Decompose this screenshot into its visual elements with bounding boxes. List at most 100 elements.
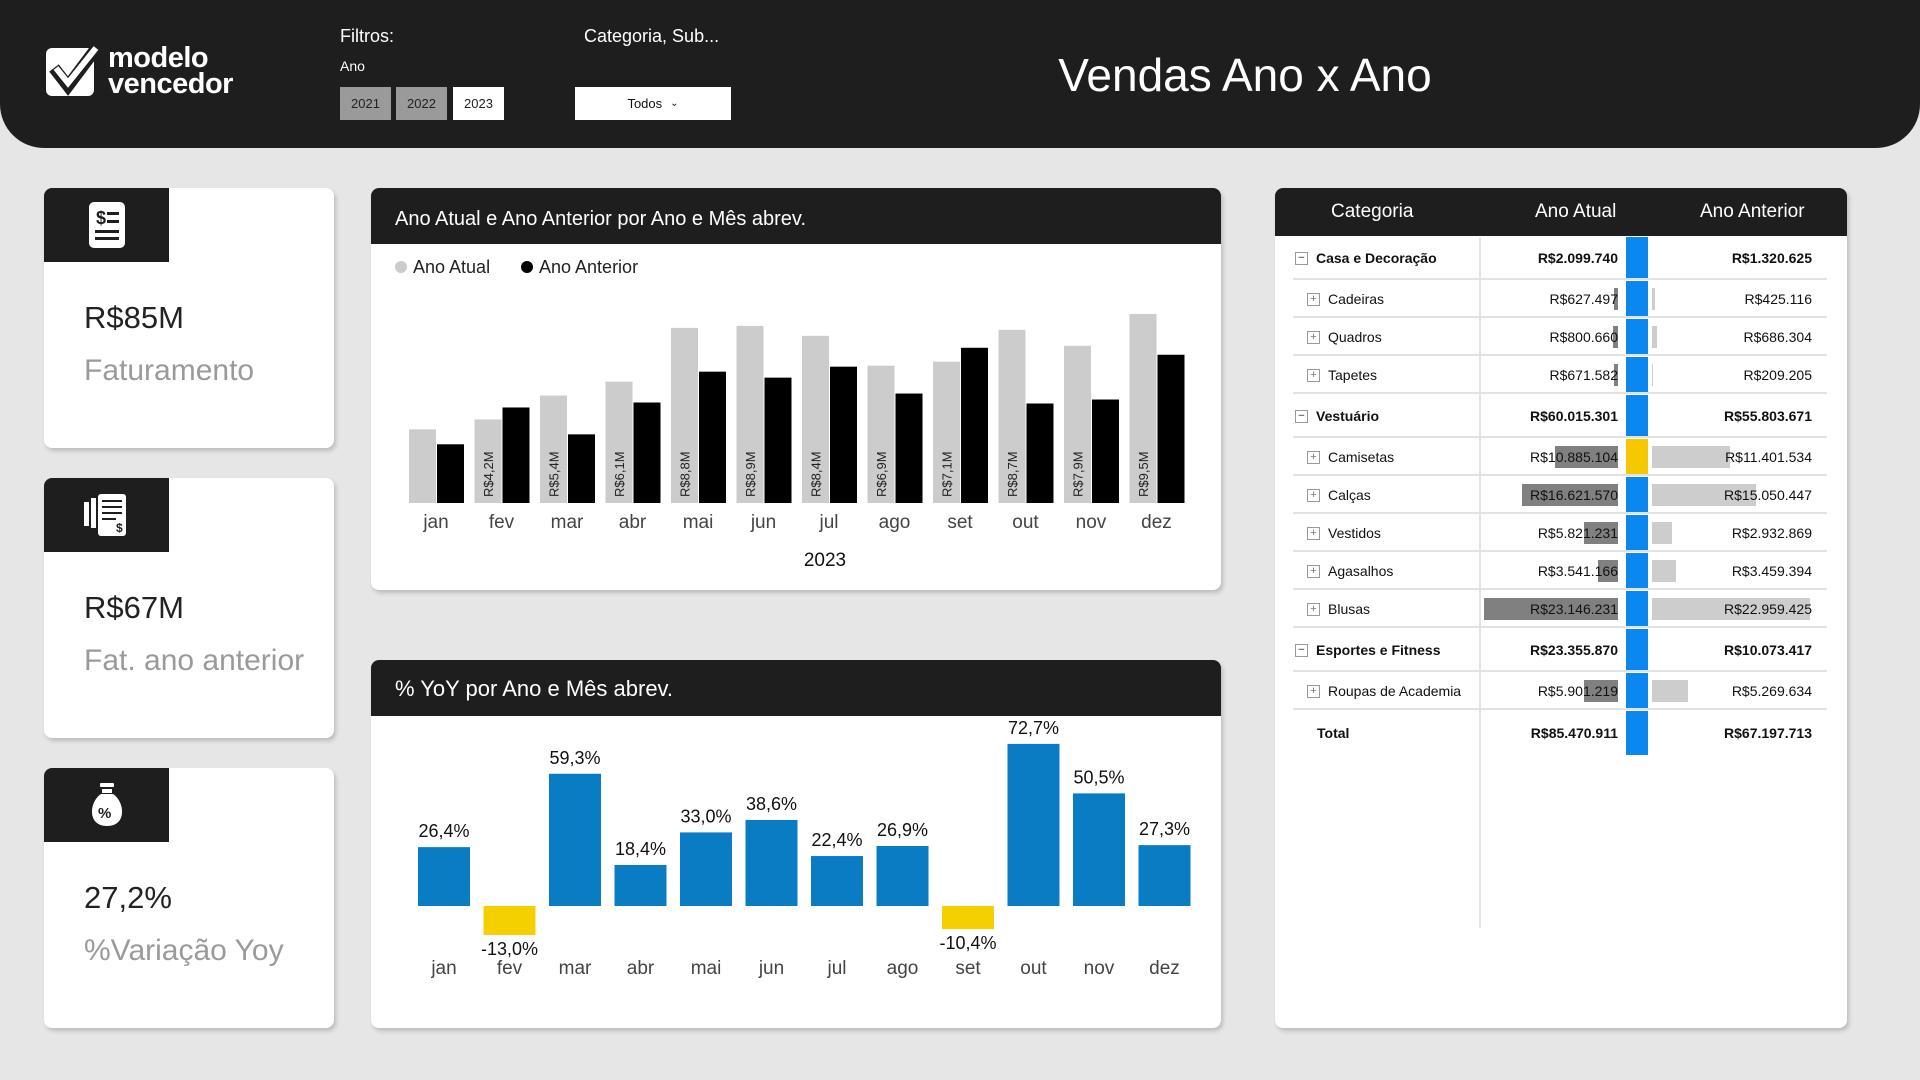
filters-label: Filtros:: [340, 26, 394, 46]
collapse-icon[interactable]: −: [1295, 643, 1308, 657]
row-divider: [1293, 588, 1827, 590]
cell-ano-anterior: R$11.401.534: [1652, 438, 1812, 476]
cell-ano-anterior: R$10.073.417: [1652, 628, 1812, 672]
row-divider: [1293, 474, 1827, 476]
row-label: + Blusas: [1307, 590, 1370, 628]
yoy-bar: [549, 773, 601, 906]
expand-icon[interactable]: +: [1307, 450, 1320, 464]
cell-ano-anterior: R$1.320.625: [1652, 236, 1812, 280]
data-bar-ano-atual: [1521, 484, 1618, 506]
yoy-bar: [418, 847, 470, 906]
yoy-data-label: -13,0%: [481, 939, 538, 959]
bar-ano-atual: [671, 327, 698, 503]
value-ano-atual: R$800.660: [1549, 329, 1618, 345]
x-tick-label: abr: [627, 958, 655, 979]
yoy-indicator: [1626, 711, 1648, 755]
column-header-ano-atual[interactable]: Ano Atual: [1535, 201, 1617, 222]
data-bar-ano-atual: [1614, 364, 1618, 386]
bar-ano-anterior: [699, 371, 726, 503]
yoy-indicator: [1626, 553, 1648, 589]
x-tick-label: abr: [619, 512, 647, 533]
expand-icon[interactable]: +: [1307, 684, 1320, 698]
collapse-icon[interactable]: −: [1295, 409, 1308, 423]
cell-ano-atual: R$5.821.231: [1475, 514, 1618, 552]
yoy-indicator: [1626, 319, 1648, 355]
category-dropdown-value: Todos: [627, 96, 663, 111]
value-ano-atual: R$60.015.301: [1530, 408, 1618, 424]
row-divider: [1293, 436, 1827, 438]
legend-marker-ano-anterior: [521, 261, 533, 273]
x-tick-label: jun: [758, 958, 784, 979]
x-axis-label: 2023: [804, 550, 846, 571]
yoy-bar: [614, 864, 667, 906]
x-tick-label: ago: [879, 512, 911, 533]
collapse-icon[interactable]: −: [1295, 251, 1308, 265]
yoy-indicator: [1626, 515, 1648, 551]
bar-ano-anterior: [502, 407, 530, 503]
expand-icon[interactable]: +: [1307, 564, 1320, 578]
value-ano-anterior: R$67.197.713: [1724, 725, 1812, 741]
yoy-data-label: 33,0%: [680, 806, 731, 826]
cell-ano-anterior: R$5.269.634: [1652, 672, 1812, 710]
x-tick-label: mar: [559, 958, 592, 979]
cell-ano-anterior: R$3.459.394: [1652, 552, 1812, 590]
value-ano-atual: R$671.582: [1549, 367, 1618, 383]
column-header-ano-anterior[interactable]: Ano Anterior: [1700, 201, 1805, 222]
value-ano-anterior: R$686.304: [1743, 329, 1812, 345]
year-button-2021[interactable]: 2021: [340, 87, 391, 120]
expand-icon[interactable]: +: [1307, 602, 1320, 616]
data-bar-ano-atual: [1484, 598, 1618, 620]
bar-ano-anterior: [830, 366, 857, 503]
yoy-indicator: [1626, 357, 1648, 393]
kpi-value: R$85M: [84, 300, 184, 335]
yoy-indicator: [1626, 591, 1648, 627]
value-ano-anterior: R$209.205: [1743, 367, 1812, 383]
bar-ano-anterior: [1157, 354, 1185, 503]
bar-ano-anterior: [961, 347, 988, 503]
year-button-2023[interactable]: 2023: [453, 87, 504, 120]
yoy-data-label: 72,7%: [1008, 718, 1059, 738]
bar-ano-anterior: [437, 444, 464, 503]
x-tick-label: set: [947, 512, 973, 533]
expand-icon[interactable]: +: [1307, 488, 1320, 502]
expand-icon[interactable]: +: [1307, 526, 1320, 540]
category-dropdown[interactable]: Todos ⌄: [575, 87, 731, 120]
bar-ano-atual: [540, 395, 567, 503]
table-total-row: Total R$85.470.911 R$67.197.713: [1275, 710, 1847, 756]
row-divider: [1293, 316, 1827, 318]
kpi-label: Faturamento: [84, 354, 255, 387]
table-row: + Blusas R$23.146.231 R$22.959.425: [1275, 590, 1847, 628]
value-ano-anterior: R$10.073.417: [1724, 642, 1812, 658]
column-header-categoria[interactable]: Categoria: [1331, 201, 1414, 222]
table-row: + Agasalhos R$3.541.166 R$3.459.394: [1275, 552, 1847, 590]
row-name: Casa e Decoração: [1316, 250, 1437, 266]
bar-ano-atual: [1064, 345, 1091, 503]
svg-text:%: %: [98, 805, 111, 822]
cell-ano-anterior: R$2.932.869: [1652, 514, 1812, 552]
x-tick-label: fev: [497, 958, 523, 979]
x-tick-label: fev: [489, 512, 515, 533]
yoy-data-label: 50,5%: [1073, 767, 1124, 787]
row-label: + Roupas de Academia: [1307, 672, 1461, 710]
bar-data-label: R$7,1M: [940, 451, 955, 497]
data-bar-ano-anterior: [1652, 680, 1689, 702]
bar-data-label: R$8,4M: [809, 451, 824, 497]
x-tick-label: jul: [826, 958, 846, 979]
table-group-row: − Vestuário R$60.015.301 R$55.803.671: [1275, 394, 1847, 438]
expand-icon[interactable]: +: [1307, 330, 1320, 344]
expand-icon[interactable]: +: [1307, 292, 1320, 306]
year-button-2022[interactable]: 2022: [396, 87, 447, 120]
legend-label-ano-anterior: Ano Anterior: [539, 257, 638, 277]
value-ano-anterior: R$55.803.671: [1724, 408, 1812, 424]
data-bar-ano-anterior: [1652, 484, 1756, 506]
table-row: + Cadeiras R$627.497 R$425.116: [1275, 280, 1847, 318]
row-label: + Quadros: [1307, 318, 1382, 356]
yoy-bar: [811, 856, 863, 906]
chart-panel-yoy: % YoY por Ano e Mês abrev. 26,4% jan -13,0…: [371, 660, 1221, 1028]
column-divider: [1479, 238, 1481, 928]
data-bar-ano-atual: [1613, 326, 1618, 348]
value-ano-anterior: R$15.050.447: [1724, 487, 1812, 503]
year-filter-label: Ano: [340, 58, 365, 74]
expand-icon[interactable]: +: [1307, 368, 1320, 382]
row-label: − Vestuário: [1295, 394, 1379, 438]
